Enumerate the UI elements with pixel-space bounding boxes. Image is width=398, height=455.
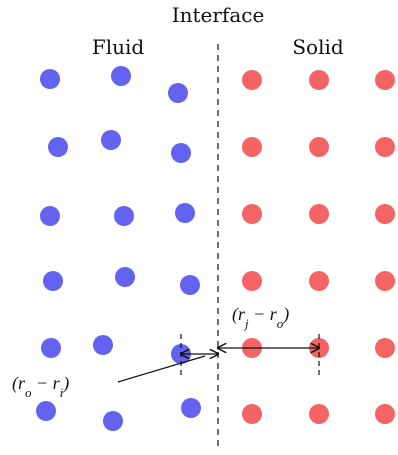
fluid-particle <box>180 275 200 295</box>
solid-particle <box>242 271 262 291</box>
fluid-distance-label: (ro − ri) <box>12 373 69 400</box>
solid-particle <box>242 204 262 224</box>
left-equation-leader <box>117 355 206 383</box>
solid-particle <box>375 271 395 291</box>
solid-label: Solid <box>292 35 344 59</box>
solid-particle <box>375 137 395 157</box>
solid-particle <box>309 70 329 90</box>
fluid-particle <box>168 83 188 103</box>
solid-particle <box>242 137 262 157</box>
fluid-particle <box>103 411 123 431</box>
fluid-particle <box>41 338 61 358</box>
title: Interface <box>172 3 265 27</box>
fluid-particle <box>43 271 63 291</box>
fluid-particles <box>36 66 201 431</box>
fluid-particle <box>115 267 135 287</box>
solid-particles <box>242 70 395 424</box>
fluid-particle <box>111 66 131 86</box>
fluid-particle <box>40 206 60 226</box>
fluid-particle <box>48 137 68 157</box>
solid-particle <box>242 70 262 90</box>
fluid-particle <box>36 401 56 421</box>
solid-particle <box>242 404 262 424</box>
fluid-particle <box>181 398 201 418</box>
solid-particle <box>375 404 395 424</box>
fluid-particle <box>93 335 113 355</box>
solid-particle <box>375 338 395 358</box>
solid-particle <box>309 204 329 224</box>
solid-particle <box>309 271 329 291</box>
fluid-particle <box>175 203 195 223</box>
solid-particle <box>309 404 329 424</box>
fluid-particle <box>114 206 134 226</box>
fluid-particle <box>101 130 121 150</box>
solid-particle <box>375 204 395 224</box>
solid-particle <box>375 70 395 90</box>
fluid-label: Fluid <box>92 35 145 59</box>
solid-distance-label: (rj − ro) <box>232 304 289 331</box>
solid-particle <box>309 137 329 157</box>
fluid-particle <box>171 143 191 163</box>
fluid-particle <box>40 69 60 89</box>
